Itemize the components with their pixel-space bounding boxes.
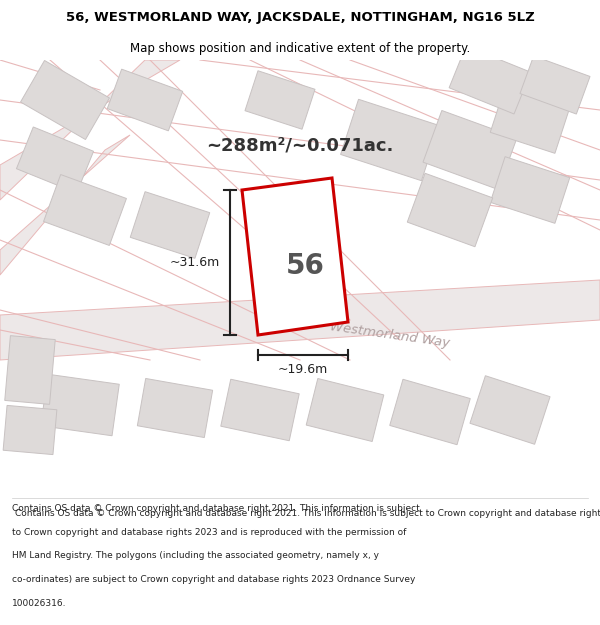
Polygon shape [41, 374, 119, 436]
Text: ~19.6m: ~19.6m [278, 363, 328, 376]
Polygon shape [0, 135, 130, 275]
Text: to Crown copyright and database rights 2023 and is reproduced with the permissio: to Crown copyright and database rights 2… [12, 528, 406, 537]
Polygon shape [3, 406, 57, 454]
Polygon shape [107, 69, 183, 131]
Text: Westmorland Way: Westmorland Way [329, 320, 451, 350]
Polygon shape [423, 111, 517, 189]
Polygon shape [520, 56, 590, 114]
Polygon shape [16, 127, 94, 193]
Polygon shape [245, 71, 315, 129]
Polygon shape [470, 376, 550, 444]
Polygon shape [221, 379, 299, 441]
Text: HM Land Registry. The polygons (including the associated geometry, namely x, y: HM Land Registry. The polygons (includin… [12, 551, 379, 561]
Polygon shape [130, 192, 210, 258]
Text: Contains OS data © Crown copyright and database right 2021. This information is : Contains OS data © Crown copyright and d… [15, 509, 600, 519]
Text: ~288m²/~0.071ac.: ~288m²/~0.071ac. [206, 137, 394, 155]
Polygon shape [0, 280, 600, 360]
Polygon shape [341, 99, 439, 181]
Polygon shape [20, 61, 109, 139]
Polygon shape [449, 46, 531, 114]
Polygon shape [137, 379, 212, 438]
Text: 56: 56 [286, 253, 325, 280]
Polygon shape [407, 173, 493, 247]
Text: ~31.6m: ~31.6m [170, 256, 220, 269]
Text: 100026316.: 100026316. [12, 599, 67, 608]
Polygon shape [5, 336, 55, 404]
Polygon shape [390, 379, 470, 445]
Text: co-ordinates) are subject to Crown copyright and database rights 2023 Ordnance S: co-ordinates) are subject to Crown copyr… [12, 575, 415, 584]
Polygon shape [44, 174, 127, 246]
Polygon shape [242, 178, 348, 335]
Text: 56, WESTMORLAND WAY, JACKSDALE, NOTTINGHAM, NG16 5LZ: 56, WESTMORLAND WAY, JACKSDALE, NOTTINGH… [65, 11, 535, 24]
Text: Map shows position and indicative extent of the property.: Map shows position and indicative extent… [130, 42, 470, 55]
Polygon shape [0, 60, 180, 200]
Polygon shape [306, 379, 384, 441]
Text: Contains OS data © Crown copyright and database right 2021. This information is : Contains OS data © Crown copyright and d… [12, 504, 420, 513]
Polygon shape [490, 157, 570, 223]
Polygon shape [490, 87, 570, 153]
